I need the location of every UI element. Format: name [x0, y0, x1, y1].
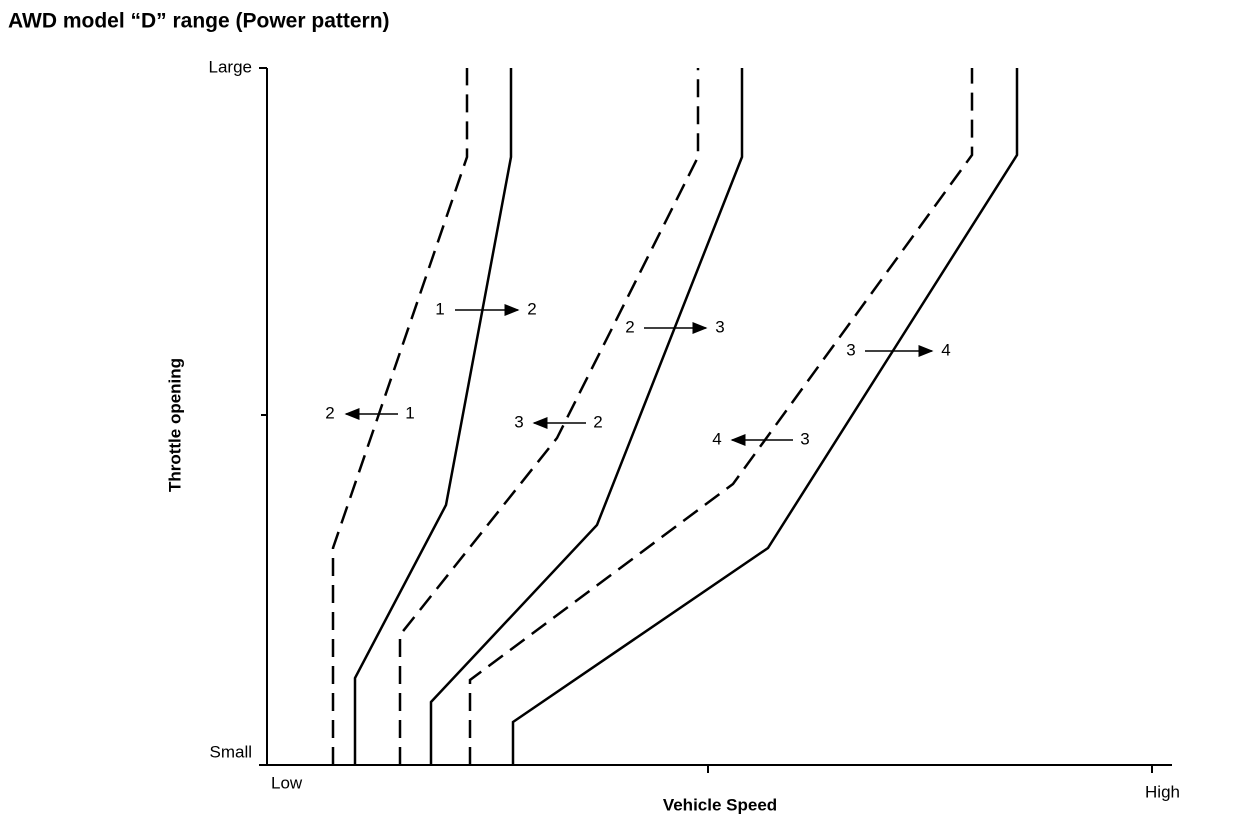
gear-from: 1 — [405, 403, 414, 422]
gear-to: 3 — [715, 317, 724, 336]
y-axis-label: Throttle opening — [165, 358, 184, 492]
x-left-label: Low — [271, 773, 303, 792]
gear-to: 2 — [527, 299, 536, 318]
gear-from: 3 — [846, 340, 855, 359]
gear-from: 1 — [435, 299, 444, 318]
gear-from: 2 — [625, 317, 634, 336]
y-top-label: Large — [209, 57, 252, 76]
gear-to: 2 — [325, 403, 334, 422]
x-right-label: High — [1145, 782, 1180, 801]
y-bottom-label: Small — [209, 742, 252, 761]
shift-lines — [331, 68, 1019, 765]
gear-to: 4 — [941, 340, 950, 359]
x-axis-label: Vehicle Speed — [663, 795, 777, 814]
gear-from: 2 — [593, 412, 602, 431]
gear-to: 3 — [514, 412, 523, 431]
gear-from: 3 — [800, 429, 809, 448]
shift-labels: 1 2 1 2 2 3 2 3 3 4 3 4 — [325, 299, 950, 448]
title: AWD model “D” range (Power pattern) — [8, 10, 390, 33]
gear-to: 4 — [712, 429, 721, 448]
axes — [259, 67, 1172, 773]
